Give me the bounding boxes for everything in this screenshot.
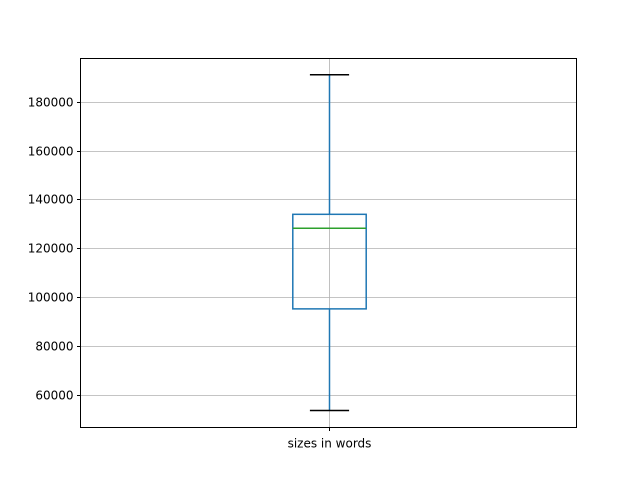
axes-frame [80,58,577,428]
y-tick-label: 140000 [28,193,74,207]
y-tick-label: 120000 [28,242,74,256]
y-tick-label: 60000 [35,389,73,403]
y-tick-label: 180000 [28,96,74,110]
box-iqr [292,213,367,310]
y-tick-label: 100000 [28,291,74,305]
x-tick-label: sizes in words [288,437,372,451]
x-axis: sizes in words [288,427,372,451]
y-tick-label: 160000 [28,145,74,159]
grid-lines [80,58,577,428]
boxes [292,74,367,412]
y-axis: 60000 80000 100000 120000 140000 160000 180000 [28,96,81,403]
y-tick-label: 80000 [35,340,73,354]
